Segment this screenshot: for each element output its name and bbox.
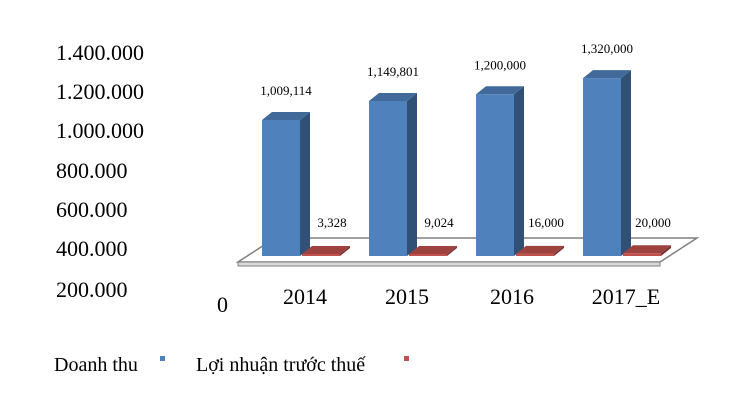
data-label-profit: 16,000 xyxy=(528,215,564,230)
data-labels-group: 1,009,114 1,149,801 1,200,000 1,320,000 3,32… xyxy=(260,41,671,230)
bar-profit-front xyxy=(623,253,661,256)
y-axis-ticks: 1.400.000 1.200.000 1.000.000 800.000 60… xyxy=(56,40,228,317)
bar-revenue-side xyxy=(514,86,524,256)
y-tick-label: 1.400.000 xyxy=(56,40,144,65)
data-label-profit: 9,024 xyxy=(424,215,454,230)
bar-revenue-front xyxy=(583,78,621,256)
y-tick-label: 200.000 xyxy=(56,277,128,302)
data-label-profit: 3,328 xyxy=(317,215,346,230)
bar-revenue-top xyxy=(262,112,310,120)
data-label-revenue: 1,320,000 xyxy=(581,41,633,56)
bars-group xyxy=(262,70,671,257)
y-tick-label: 1.000.000 xyxy=(56,118,144,143)
data-label-profit: 20,000 xyxy=(635,215,671,230)
x-tick-label: 2016 xyxy=(490,284,534,309)
legend-swatch-revenue xyxy=(160,356,165,361)
y-tick-label: 800.000 xyxy=(56,158,128,183)
bar-profit-front xyxy=(409,254,447,256)
bar-profit-top xyxy=(623,245,671,254)
y-tick-label: 600.000 xyxy=(56,197,128,222)
bar-revenue-top xyxy=(369,93,417,102)
bar-profit-side xyxy=(447,246,457,256)
bar-profit-top xyxy=(409,246,457,254)
bar-revenue-side xyxy=(407,93,417,257)
y-tick-label: 400.000 xyxy=(56,236,128,261)
bar-profit-side xyxy=(661,245,671,256)
legend-label-revenue: Doanh thu xyxy=(54,354,138,376)
x-tick-label: 2017_E xyxy=(592,284,660,309)
chart-floor-edge xyxy=(237,261,661,267)
x-tick-label: 2015 xyxy=(385,284,429,309)
bar-revenue-front xyxy=(369,101,407,257)
bar-profit-top xyxy=(516,245,564,254)
x-axis-ticks: 2014 2015 2016 2017_E xyxy=(283,284,660,309)
legend-swatch-profit xyxy=(404,356,409,361)
y-tick-label: 0 xyxy=(217,292,228,317)
bar-revenue-side xyxy=(300,112,310,256)
legend: Doanh thu Lợi nhuận trước thuế xyxy=(54,354,409,376)
x-tick-label: 2014 xyxy=(283,284,327,309)
bar-profit-front xyxy=(302,254,340,256)
y-tick-label: 1.200.000 xyxy=(56,79,144,104)
data-label-revenue: 1,149,801 xyxy=(367,64,419,79)
legend-label-profit: Lợi nhuận trước thuế xyxy=(196,354,366,376)
data-label-revenue: 1,009,114 xyxy=(260,83,312,98)
bar-profit-front xyxy=(516,253,554,256)
bar-revenue-side xyxy=(621,70,631,256)
bar-revenue-front xyxy=(262,120,300,256)
bar-profit-side xyxy=(554,245,564,256)
bar-revenue-top xyxy=(476,86,524,95)
data-label-revenue: 1,200,000 xyxy=(474,57,526,72)
bar-profit-top xyxy=(302,246,350,254)
bar-revenue-top xyxy=(583,70,631,79)
bar-revenue-front xyxy=(476,94,514,256)
bar-profit-side xyxy=(340,246,350,256)
